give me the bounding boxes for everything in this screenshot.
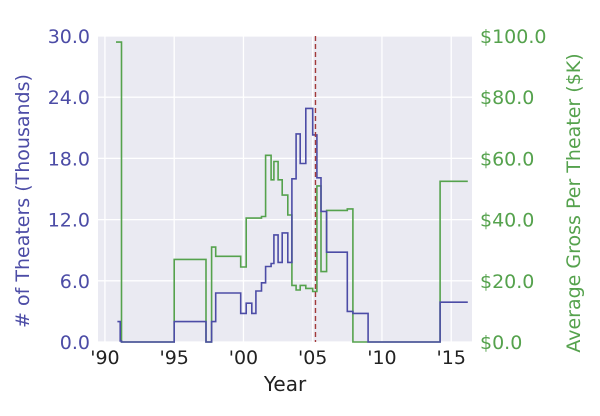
right-y-tick-label: $60.0 [480,148,534,170]
left-y-axis-label: # of Theaters (Thousands) [12,74,34,328]
right-y-tick-label: $20.0 [480,271,534,293]
plot-area [98,36,472,342]
right-y-axis-label: Average Gross Per Theater ($K) [563,53,585,352]
right-y-tick-label: $40.0 [480,210,534,232]
right-y-tick-label: $80.0 [480,87,534,109]
ticks-group: '90 '95 '00 '05 '10 '15 0.0 6.0 12.0 18.0 24.0 30.0… [48,26,547,369]
x-tick-label: '00 [229,347,258,369]
x-axis-label: Year [263,372,307,396]
x-tick-label: '95 [159,347,188,369]
series-group [116,36,468,343]
right-y-tick-label: $100.0 [480,26,546,48]
x-tick-label: '05 [298,347,327,369]
left-y-tick-label: 18.0 [48,148,90,170]
left-y-tick-label: 30.0 [48,26,90,48]
left-y-tick-label: 12.0 [48,210,90,232]
left-y-tick-label: 0.0 [60,332,90,354]
x-tick-label: '15 [437,347,466,369]
x-tick-label: '10 [367,347,396,369]
series-line-theaters [117,107,468,343]
left-y-tick-label: 24.0 [48,87,90,109]
left-y-tick-label: 6.0 [60,271,90,293]
right-y-tick-label: $0.0 [480,332,522,354]
x-tick-label: '90 [90,347,119,369]
